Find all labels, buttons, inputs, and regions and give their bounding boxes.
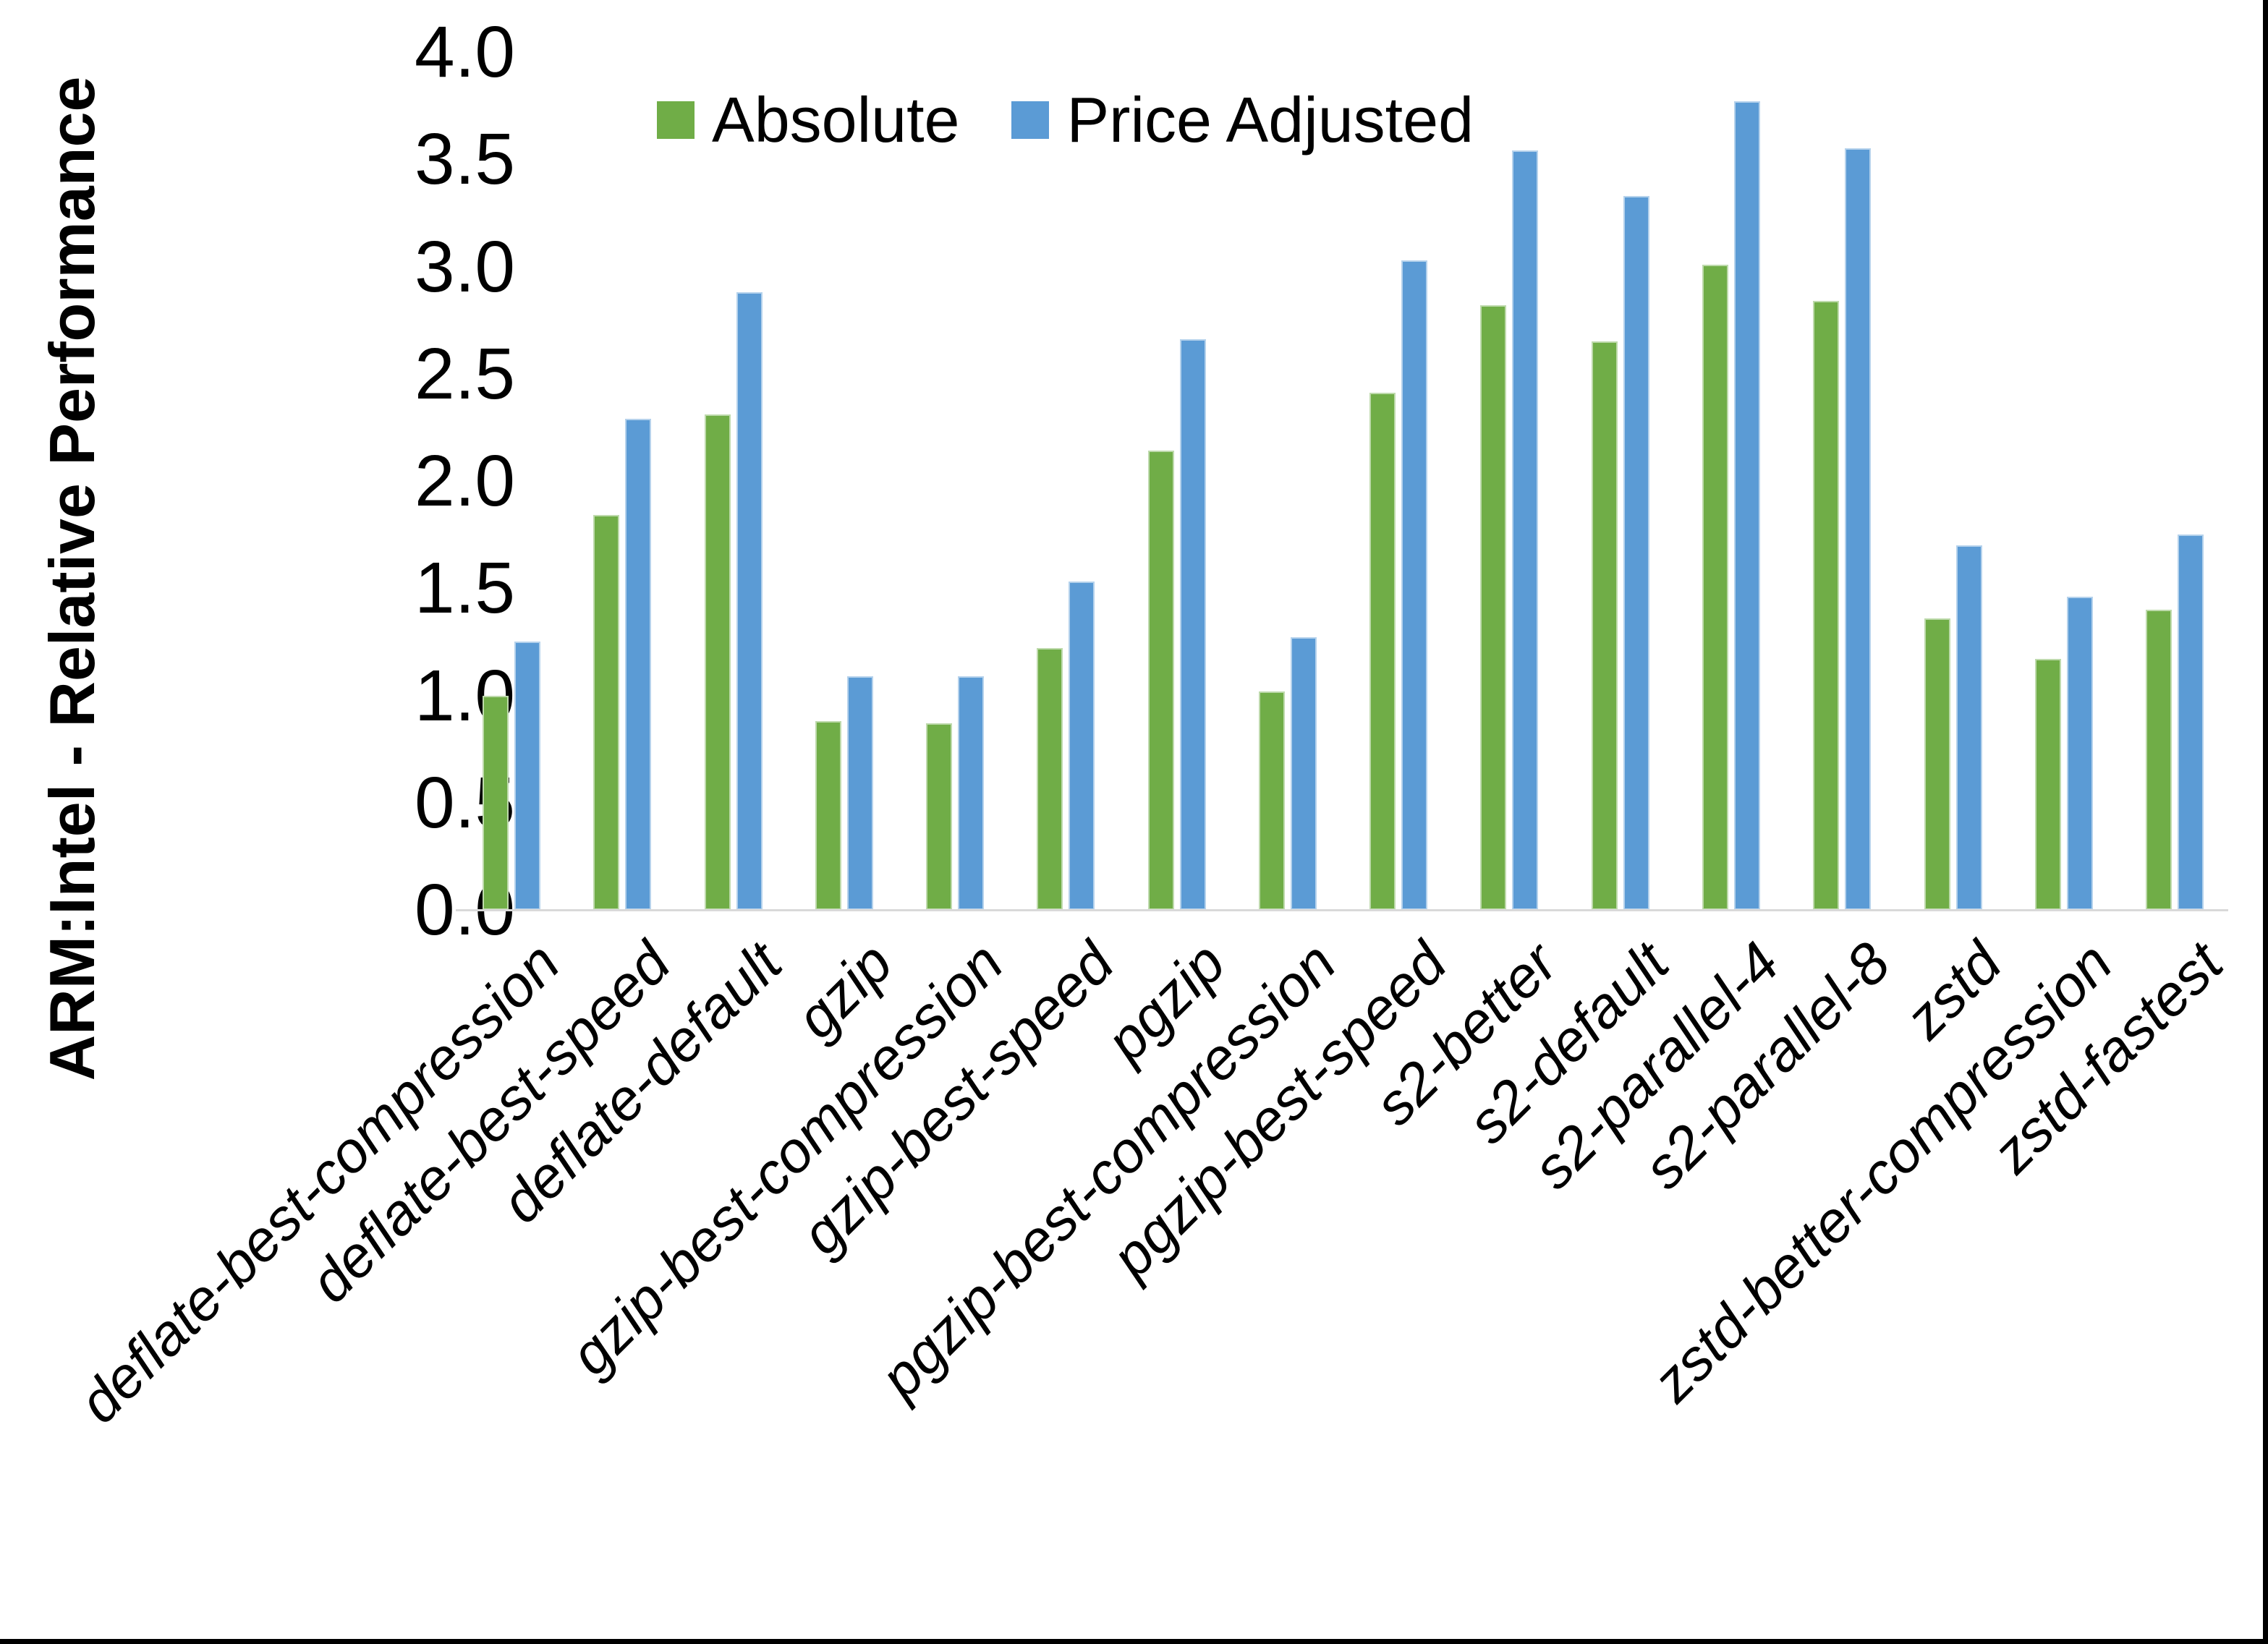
bar-price-adjusted xyxy=(1512,150,1539,910)
bar-absolute xyxy=(1924,618,1950,910)
legend-item: Price Adjusted xyxy=(1011,88,1474,152)
frame-border-right xyxy=(2263,0,2268,1644)
bar-absolute xyxy=(2034,659,2061,910)
bar-absolute xyxy=(1591,341,1618,910)
y-tick-label: 4.0 xyxy=(414,12,515,93)
legend-item: Absolute xyxy=(657,88,959,152)
bar-price-adjusted xyxy=(625,419,652,910)
bar-absolute xyxy=(483,695,509,910)
bar-price-adjusted xyxy=(1845,148,1872,910)
y-tick-label: 2.0 xyxy=(414,440,515,521)
bar-price-adjusted xyxy=(1955,545,1982,910)
y-tick-label: 3.5 xyxy=(414,119,515,200)
bar-price-adjusted xyxy=(958,676,985,910)
bar-absolute xyxy=(1037,648,1063,910)
y-tick-label: 3.0 xyxy=(414,226,515,307)
legend-label: Price Adjusted xyxy=(1066,84,1474,156)
legend: Absolute Price Adjusted xyxy=(657,88,1526,152)
bar-price-adjusted xyxy=(736,292,763,910)
bar-price-adjusted xyxy=(2066,597,2093,910)
bar-price-adjusted xyxy=(1069,582,1095,910)
bar-absolute xyxy=(1702,264,1728,910)
bar-price-adjusted xyxy=(846,676,873,910)
bar-absolute xyxy=(926,723,953,910)
bar-absolute xyxy=(2146,609,2173,910)
bar-price-adjusted xyxy=(1401,260,1428,910)
bar-price-adjusted xyxy=(1290,637,1317,910)
bar-absolute xyxy=(1480,304,1507,910)
y-axis-title: ARM:Intel - Relative Performance xyxy=(36,76,108,1081)
bar-absolute xyxy=(1147,451,1174,910)
bar-price-adjusted xyxy=(1623,195,1649,910)
legend-swatch-icon xyxy=(657,101,695,139)
legend-swatch-icon xyxy=(1011,101,1050,139)
bar-absolute xyxy=(1258,691,1285,910)
x-axis-line xyxy=(456,909,2228,911)
bar-price-adjusted xyxy=(2178,534,2204,910)
y-tick-label: 1.5 xyxy=(414,548,515,629)
bar-price-adjusted xyxy=(1179,339,1206,910)
bar-absolute xyxy=(704,414,731,910)
y-tick-label: 2.5 xyxy=(414,333,515,414)
bar-absolute xyxy=(1369,393,1396,910)
bar-absolute xyxy=(1813,300,1840,910)
bar-absolute xyxy=(593,515,620,910)
frame-border-bottom xyxy=(0,1639,2268,1644)
bar-absolute xyxy=(815,721,841,910)
bar-price-adjusted xyxy=(1733,101,1760,910)
bar-price-adjusted xyxy=(514,642,540,910)
legend-label: Absolute xyxy=(712,84,960,156)
